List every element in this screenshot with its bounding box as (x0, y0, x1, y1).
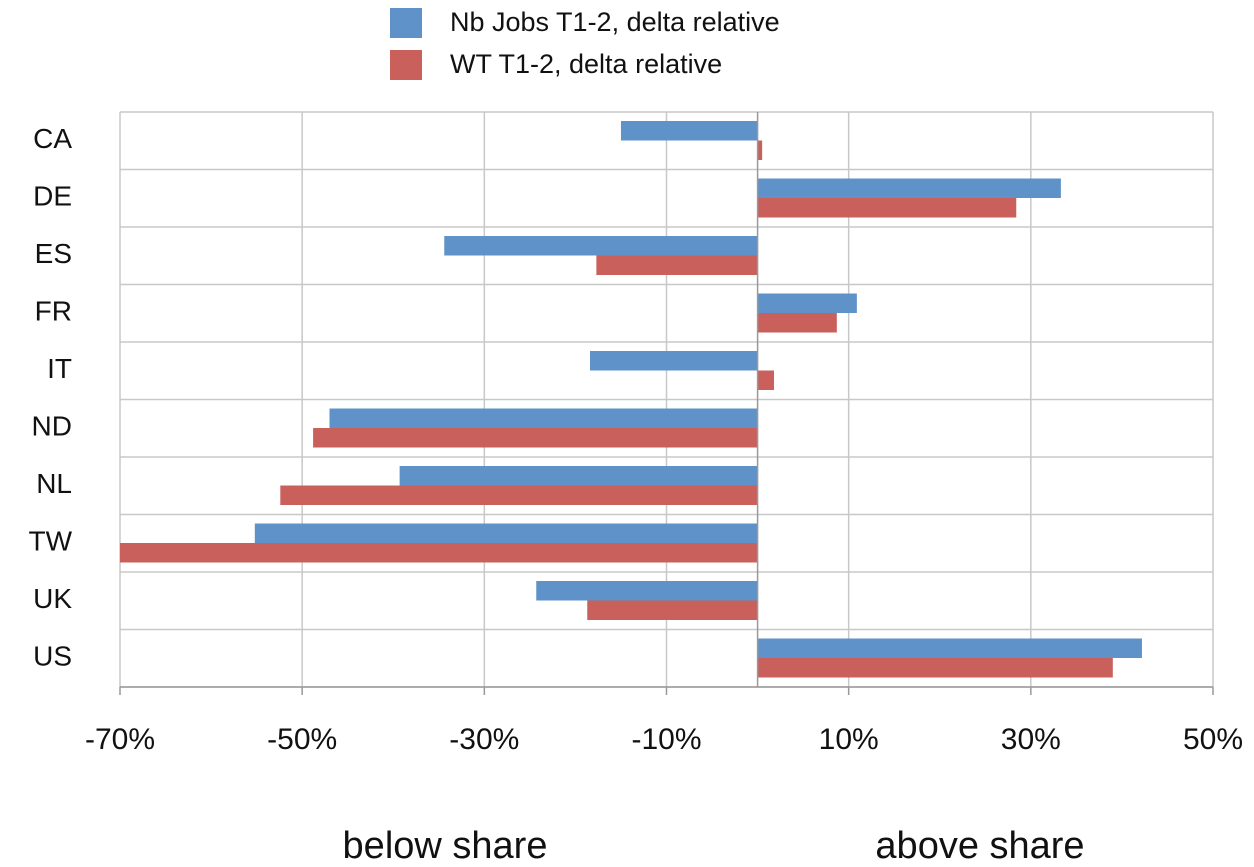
x-tick-label: -10% (631, 723, 701, 756)
bar (313, 428, 758, 448)
y-tick-label: DE (33, 181, 72, 212)
bar (596, 255, 758, 275)
legend-label: WT T1-2, delta relative (450, 49, 722, 79)
bar (280, 485, 758, 505)
y-tick-label: UK (33, 583, 72, 614)
annotation: below share (343, 825, 548, 867)
y-tick-label: ES (35, 238, 72, 269)
legend-swatch (390, 50, 422, 80)
y-tick-label: IT (47, 353, 72, 384)
annotation: above share (875, 825, 1084, 867)
bar (444, 236, 758, 256)
y-tick-label: US (33, 641, 72, 672)
y-tick-label: CA (33, 123, 72, 154)
bar (757, 658, 1113, 678)
x-tick-label: -30% (449, 723, 519, 756)
bar (620, 121, 758, 141)
bar (757, 313, 837, 333)
x-tick-label: -70% (85, 723, 155, 756)
bar (757, 638, 1142, 658)
bar (757, 293, 857, 313)
bar (587, 600, 758, 620)
bar (329, 408, 758, 428)
bar (757, 140, 763, 160)
x-tick-label: 10% (819, 723, 879, 756)
legend-label: Nb Jobs T1-2, delta relative (450, 7, 780, 37)
legend-swatch (390, 8, 422, 38)
bar (254, 523, 758, 543)
y-tick-label: FR (35, 296, 72, 327)
y-tick-label: NL (36, 468, 72, 499)
bar (536, 581, 758, 601)
x-tick-label: -50% (267, 723, 337, 756)
y-tick-label: ND (32, 411, 72, 442)
bar (757, 370, 774, 390)
bar (120, 543, 758, 563)
bar (757, 198, 1017, 218)
bar (589, 351, 758, 371)
x-tick-label: 50% (1183, 723, 1243, 756)
y-tick-label: TW (28, 526, 72, 557)
bar (757, 178, 1061, 198)
bar (399, 466, 758, 486)
x-tick-label: 30% (1001, 723, 1061, 756)
